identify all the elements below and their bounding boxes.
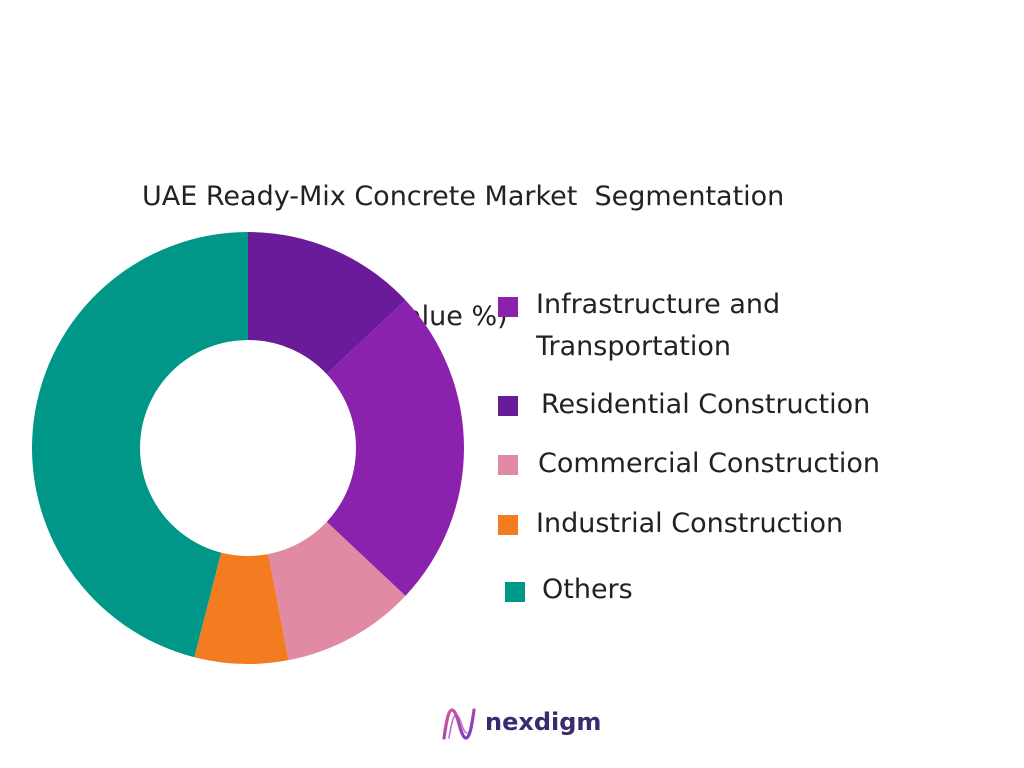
brand-logo: nexdigm bbox=[440, 704, 620, 744]
slice-others bbox=[31, 232, 249, 658]
slice-commercial bbox=[268, 521, 406, 661]
slice-industrial bbox=[194, 552, 289, 664]
slice-infrastructure bbox=[326, 300, 464, 596]
brand-name: nexdigm bbox=[485, 708, 602, 736]
chart-title-line-1: UAE Ready-Mix Concrete Market Segmentati… bbox=[142, 181, 785, 212]
nexdigm-logo-icon bbox=[442, 708, 476, 740]
slice-residential bbox=[248, 232, 406, 375]
